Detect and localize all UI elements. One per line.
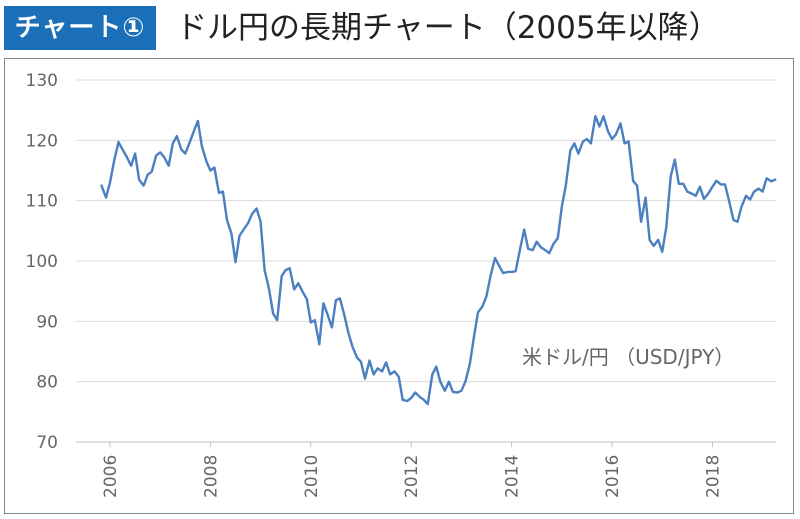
x-tick-label: 2012	[402, 455, 422, 498]
x-tick-label: 2016	[603, 455, 623, 498]
x-tick-label: 2008	[201, 455, 221, 498]
y-tick-label: 110	[26, 192, 58, 212]
y-tick-label: 90	[36, 312, 58, 332]
grid-lines	[76, 79, 776, 383]
chart-badge: チャート①	[4, 6, 156, 50]
chart-frame	[4, 58, 794, 514]
page-title: ドル円の長期チャート（2005年以降）	[176, 10, 720, 46]
y-tick-label: 120	[26, 131, 58, 151]
x-tick-label: 2014	[503, 455, 523, 498]
x-tick-label: 2010	[302, 455, 322, 498]
series-annotation: 米ドル/円 （USD/JPY）	[522, 345, 734, 369]
header: チャート① ドル円の長期チャート（2005年以降）	[0, 0, 800, 56]
y-tick-label: 130	[26, 71, 58, 91]
x-axis-ticks: 2006 2008 2010 2012 2014 2016 2018	[101, 442, 723, 498]
x-tick-label: 2018	[703, 455, 723, 498]
y-tick-label: 100	[26, 252, 58, 272]
y-tick-label: 80	[36, 373, 58, 393]
y-tick-label: 70	[36, 433, 58, 453]
x-tick-label: 2006	[101, 455, 121, 498]
usdjpy-series-line	[100, 114, 777, 406]
y-axis-ticks: 130 120 110 100 90 80 70	[26, 71, 58, 453]
